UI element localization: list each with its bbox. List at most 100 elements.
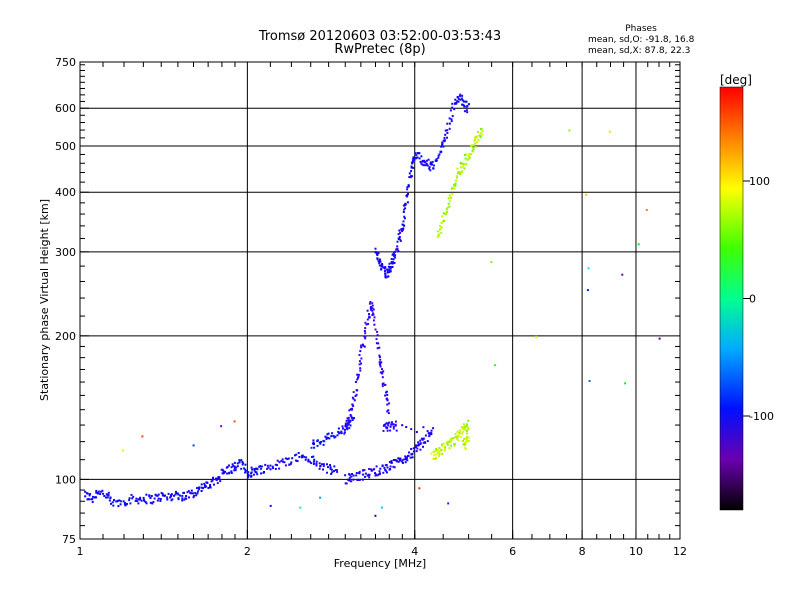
data-point xyxy=(212,476,215,479)
data-point xyxy=(460,97,463,100)
data-point xyxy=(435,449,438,452)
data-point xyxy=(608,130,611,133)
y-tick-label: 400 xyxy=(55,186,76,199)
data-point xyxy=(463,110,466,113)
y-tick-label: 100 xyxy=(55,473,76,486)
data-point xyxy=(447,502,450,505)
data-point xyxy=(128,497,131,500)
data-point xyxy=(376,347,379,350)
data-point xyxy=(92,495,94,498)
data-point xyxy=(463,446,466,449)
data-point xyxy=(250,466,253,469)
data-point xyxy=(391,261,394,264)
data-point xyxy=(450,438,452,441)
data-point xyxy=(378,470,381,473)
colorbar-tick-label: 0 xyxy=(749,293,756,306)
data-point xyxy=(256,473,259,476)
data-point xyxy=(464,429,467,432)
data-point xyxy=(348,476,351,479)
data-point xyxy=(446,129,449,132)
data-point xyxy=(382,429,385,432)
data-point xyxy=(421,159,424,162)
data-point xyxy=(333,470,335,473)
data-point xyxy=(95,489,98,492)
data-point xyxy=(216,477,219,480)
data-point xyxy=(401,230,404,233)
data-point xyxy=(346,478,349,481)
data-point xyxy=(473,137,476,140)
data-point xyxy=(187,490,190,493)
data-point xyxy=(418,152,421,155)
data-point xyxy=(432,167,435,170)
data-point xyxy=(303,455,306,458)
data-point xyxy=(200,490,203,492)
data-point xyxy=(415,154,418,157)
data-point xyxy=(185,495,188,497)
data-point xyxy=(410,448,413,450)
data-point xyxy=(437,455,440,458)
data-point xyxy=(320,440,323,443)
data-point xyxy=(411,456,414,459)
data-point xyxy=(441,444,443,447)
data-point xyxy=(190,492,193,495)
data-point xyxy=(230,466,233,469)
x-axis-label: Frequency [MHz] xyxy=(334,557,426,570)
data-point xyxy=(465,437,468,440)
data-point xyxy=(399,239,402,242)
data-point xyxy=(456,435,459,437)
data-point xyxy=(358,470,361,473)
data-point xyxy=(384,469,387,472)
data-point xyxy=(396,245,399,248)
data-point xyxy=(159,500,162,502)
data-point xyxy=(356,373,359,376)
data-point xyxy=(422,445,424,448)
data-point xyxy=(251,468,254,471)
data-point xyxy=(372,312,374,315)
data-point xyxy=(316,444,319,447)
colorbar-tick-label: -100 xyxy=(749,410,774,423)
data-point xyxy=(413,159,416,162)
data-point xyxy=(448,447,451,450)
data-point xyxy=(231,463,234,466)
data-point xyxy=(370,468,372,471)
data-point xyxy=(364,332,367,335)
data-point xyxy=(322,443,325,446)
data-point xyxy=(266,467,269,470)
data-point xyxy=(318,462,321,465)
data-point xyxy=(392,427,395,430)
y-tick-label: 600 xyxy=(55,102,76,115)
grid-lines xyxy=(80,62,680,539)
data-point xyxy=(380,361,383,364)
data-point xyxy=(406,201,409,204)
data-point xyxy=(307,460,310,463)
data-point xyxy=(86,498,89,501)
data-point xyxy=(427,158,430,161)
data-point xyxy=(369,301,372,303)
data-point xyxy=(271,467,274,470)
data-point xyxy=(467,428,470,431)
data-point xyxy=(221,468,224,471)
data-point xyxy=(445,210,448,213)
data-point xyxy=(465,109,468,112)
data-point xyxy=(312,455,315,458)
data-point xyxy=(372,313,375,316)
data-point xyxy=(356,378,359,381)
data-point xyxy=(247,476,250,479)
data-point xyxy=(336,434,339,437)
data-point xyxy=(368,476,371,479)
data-point xyxy=(91,501,94,503)
data-point xyxy=(264,463,267,466)
data-point xyxy=(255,467,258,470)
data-point xyxy=(362,344,365,347)
data-point xyxy=(443,219,446,222)
data-point xyxy=(242,462,245,465)
data-point xyxy=(468,152,470,155)
data-point xyxy=(383,466,386,469)
colorbar-tick-label: 100 xyxy=(749,175,770,188)
data-point xyxy=(374,247,377,250)
data-point xyxy=(370,306,372,309)
data-point xyxy=(386,403,389,406)
data-point xyxy=(390,423,393,426)
data-point xyxy=(333,465,336,468)
data-point xyxy=(389,465,392,468)
